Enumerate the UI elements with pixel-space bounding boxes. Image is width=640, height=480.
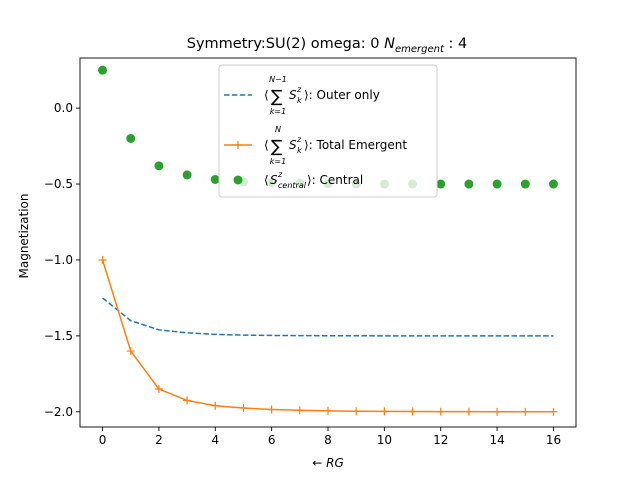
legend-s-0: S bbox=[289, 88, 297, 102]
legend-s-2: S bbox=[270, 173, 278, 187]
series-1-marker-1 bbox=[126, 347, 135, 356]
legend-label-2: ⟩: Central bbox=[307, 173, 363, 187]
x-tick-label-4: 8 bbox=[324, 433, 332, 447]
title-prefix: Symmetry:SU(2) omega: 0 bbox=[187, 36, 384, 52]
legend-sup-1: z bbox=[296, 135, 302, 144]
series-1-marker-14 bbox=[493, 407, 502, 416]
series-1-marker-12 bbox=[436, 407, 445, 416]
x-tick-label-7: 14 bbox=[489, 433, 504, 447]
y-tick-label-0: 0.0 bbox=[54, 101, 73, 115]
legend-s-1: S bbox=[289, 138, 297, 152]
series-2-point-0 bbox=[98, 65, 108, 75]
series-1-marker-4 bbox=[211, 401, 220, 410]
y-tick-label-2: −1.0 bbox=[44, 253, 73, 267]
series-2-point-12 bbox=[436, 179, 446, 189]
x-tick-label-1: 2 bbox=[155, 433, 163, 447]
series-1-marker-10 bbox=[380, 407, 389, 416]
axes: 0 2 4 6 8 10 12 14 16 0.0 −0.5 −1.0 −1.5 −2.0 bbox=[44, 57, 577, 447]
legend-sub-2: central bbox=[278, 181, 307, 190]
legend-sub-0: k bbox=[297, 96, 302, 105]
legend-marker-2 bbox=[233, 175, 243, 185]
series-2-point-1 bbox=[126, 133, 136, 143]
x-axis-label: ← RG bbox=[312, 456, 344, 470]
legend-label-0: ⟩: Outer only bbox=[304, 88, 380, 102]
legend-open-2: ⟨ bbox=[264, 173, 269, 187]
series-1-marker-11 bbox=[408, 407, 417, 416]
legend-sum-upper-0: N−1 bbox=[269, 75, 287, 84]
y-tick-label-4: −2.0 bbox=[44, 405, 73, 419]
series-1-marker-7 bbox=[295, 406, 304, 415]
y-tick-label-1: −0.5 bbox=[44, 177, 73, 191]
legend-box bbox=[218, 64, 438, 198]
series-1-marker-0 bbox=[98, 255, 107, 264]
legend-label-1: ⟩: Total Emergent bbox=[304, 138, 407, 152]
series-1-marker-3 bbox=[183, 396, 192, 405]
x-tick-label-6: 12 bbox=[433, 433, 448, 447]
series-1-marker-2 bbox=[154, 385, 163, 394]
x-tick-label-8: 16 bbox=[546, 433, 561, 447]
series-1-marker-8 bbox=[324, 406, 332, 415]
x-tick-label-0: 0 bbox=[99, 433, 107, 447]
series-1-marker-9 bbox=[352, 407, 361, 416]
series-2-point-2 bbox=[154, 161, 164, 171]
legend-sup-0: z bbox=[296, 85, 302, 94]
legend-sum-upper-1: N bbox=[275, 125, 281, 134]
legend: ⟨N−1∑k=1S zk ⟩: Outer only⟨N∑k=1S zk ⟩: Tota… bbox=[218, 64, 438, 198]
legend-marker-1 bbox=[234, 141, 242, 149]
legend-sum-0: ∑ bbox=[271, 87, 283, 107]
series-2-point-15 bbox=[520, 179, 530, 189]
series-2-point-14 bbox=[492, 179, 502, 189]
title-n-symbol: N bbox=[384, 36, 395, 52]
chart-title: Symmetry:SU(2) omega: 0 Nemergent : 4 bbox=[187, 36, 467, 55]
title-n-subscript: emergent bbox=[395, 44, 445, 55]
legend-sup-2: z bbox=[277, 170, 283, 179]
x-tick-label-3: 6 bbox=[268, 433, 276, 447]
series-1-marker-13 bbox=[464, 407, 473, 416]
legend-sub-1: k bbox=[297, 146, 302, 155]
title-n-value: : 4 bbox=[444, 36, 467, 52]
x-tick-label-2: 4 bbox=[211, 433, 219, 447]
series-2-point-13 bbox=[464, 179, 474, 189]
series-1-marker-6 bbox=[267, 405, 276, 414]
legend-sum-lower-1: k=1 bbox=[270, 157, 286, 166]
legend-sum-1: ∑ bbox=[271, 137, 283, 157]
legend-sum-lower-0: k=1 bbox=[270, 107, 286, 116]
series-1-marker-16 bbox=[549, 407, 558, 416]
series-2-point-3 bbox=[182, 170, 192, 180]
x-tick-label-5: 10 bbox=[377, 433, 392, 447]
series-1-marker-5 bbox=[239, 404, 248, 413]
legend-open-1: ⟨ bbox=[264, 138, 269, 152]
series-1-marker-15 bbox=[521, 407, 530, 416]
series-2-point-16 bbox=[548, 179, 558, 189]
series-2-point-4 bbox=[210, 174, 220, 184]
y-axis-label: Magnetization bbox=[17, 194, 31, 279]
legend-open-0: ⟨ bbox=[264, 88, 269, 102]
y-tick-label-3: −1.5 bbox=[44, 329, 73, 343]
